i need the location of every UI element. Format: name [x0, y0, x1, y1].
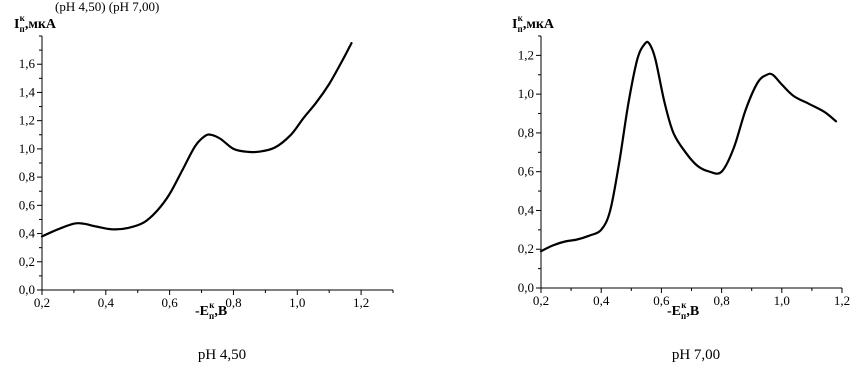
data-point: [303, 117, 305, 119]
y-tick-label: 0,6: [518, 164, 535, 179]
x-tick-label: 0,2: [533, 293, 549, 308]
data-point: [210, 134, 212, 136]
data-point: [636, 58, 638, 60]
data-point: [648, 43, 650, 45]
data-point: [57, 228, 59, 230]
data-point: [41, 235, 43, 237]
data-point: [127, 227, 129, 229]
data-point: [823, 111, 825, 113]
y-tick-label: 1,4: [19, 84, 36, 99]
y-tick-label: 1,2: [19, 113, 35, 128]
data-point: [274, 146, 276, 149]
data-point: [576, 238, 578, 241]
data-point: [745, 109, 747, 111]
y-tick-label: 1,2: [518, 47, 534, 62]
data-point: [618, 161, 620, 163]
y-tick-label: 0,4: [518, 202, 535, 217]
data-point: [627, 103, 629, 105]
data-point: [111, 228, 113, 230]
data-point: [290, 134, 292, 136]
data-point: [609, 209, 611, 212]
data-point: [540, 250, 542, 252]
data-point: [245, 151, 247, 153]
data-point: [588, 235, 590, 237]
data-point: [328, 83, 330, 85]
data-point: [350, 42, 353, 44]
y-tick-label: 0,8: [518, 125, 534, 140]
data-point: [600, 229, 602, 231]
data-point: [644, 43, 646, 45]
y-tick-label: 1,6: [19, 56, 36, 71]
data-point: [82, 223, 85, 225]
header-fragment: (рН 4,50) (рН 7,00): [55, 0, 159, 14]
series-line: [40, 42, 353, 238]
x-tick-label: 0,6: [653, 293, 670, 308]
chart-ph-7-00: 0,00,20,40,60,81,01,20,2 0,4 0,6 0,8 1,0 1,2I…: [512, 13, 850, 363]
chart-ph-4-50: 0,00,20,40,60,81,01,21,41,60,2 0,4 0,6 0,8 1…: [14, 13, 394, 363]
data-point: [772, 74, 774, 76]
x-tick-label: 0,4: [98, 295, 115, 310]
data-point: [95, 225, 97, 228]
x-axis-label: -Eпк,В: [195, 300, 227, 321]
data-point: [696, 165, 699, 167]
y-tick-label: 1,0: [19, 141, 35, 156]
x-tick-label: 0,4: [593, 293, 610, 308]
x-tick-label: 1,0: [774, 293, 790, 308]
data-point: [143, 221, 145, 223]
data-point: [564, 240, 566, 243]
chart-caption: pH 4,50: [198, 347, 246, 363]
data-point: [258, 151, 260, 153]
data-point: [781, 83, 783, 86]
data-point: [73, 223, 75, 225]
y-tick-label: 0,0: [518, 280, 534, 295]
data-point: [181, 169, 183, 171]
x-axis-label: -Eпк,В: [667, 300, 699, 321]
y-axis-label: Iпк,мкА: [512, 13, 555, 34]
y-axis-label: Iпк,мкА: [14, 13, 57, 34]
chart-caption: pH 7,00: [672, 347, 720, 363]
y-tick-label: 0,6: [19, 197, 36, 212]
data-point: [220, 138, 222, 140]
data-point: [684, 151, 687, 153]
data-point: [835, 120, 837, 122]
x-tick-label: 0,6: [162, 295, 179, 310]
data-point: [793, 95, 795, 97]
series-line: [539, 40, 838, 253]
y-tick-label: 0,2: [19, 254, 35, 269]
data-point: [733, 147, 735, 150]
data-point: [808, 103, 810, 105]
data-point: [315, 101, 318, 103]
data-point: [663, 101, 666, 103]
x-tick-label: 1,0: [289, 295, 305, 310]
y-tick-label: 0,4: [19, 226, 36, 241]
y-tick-label: 0,0: [19, 282, 35, 297]
data-point: [341, 60, 343, 63]
data-point: [552, 244, 554, 246]
x-tick-label: 1,2: [834, 293, 850, 308]
x-tick-label: 1,2: [353, 295, 369, 310]
y-tick-label: 0,8: [19, 169, 35, 184]
data-point: [766, 74, 768, 76]
data-point: [672, 132, 675, 134]
x-tick-label: 0,8: [713, 293, 729, 308]
data-point: [654, 58, 656, 60]
data-point: [204, 135, 206, 137]
data-point: [156, 210, 158, 212]
x-tick-label: 0,2: [34, 295, 50, 310]
data-point: [194, 145, 196, 147]
x-tick-label: 0,8: [225, 295, 241, 310]
data-point: [169, 193, 171, 195]
data-point: [232, 148, 235, 150]
y-tick-label: 0,2: [518, 241, 534, 256]
data-point: [708, 171, 711, 173]
data-point: [721, 171, 723, 173]
data-point: [757, 81, 759, 84]
y-tick-label: 1,0: [518, 86, 534, 101]
